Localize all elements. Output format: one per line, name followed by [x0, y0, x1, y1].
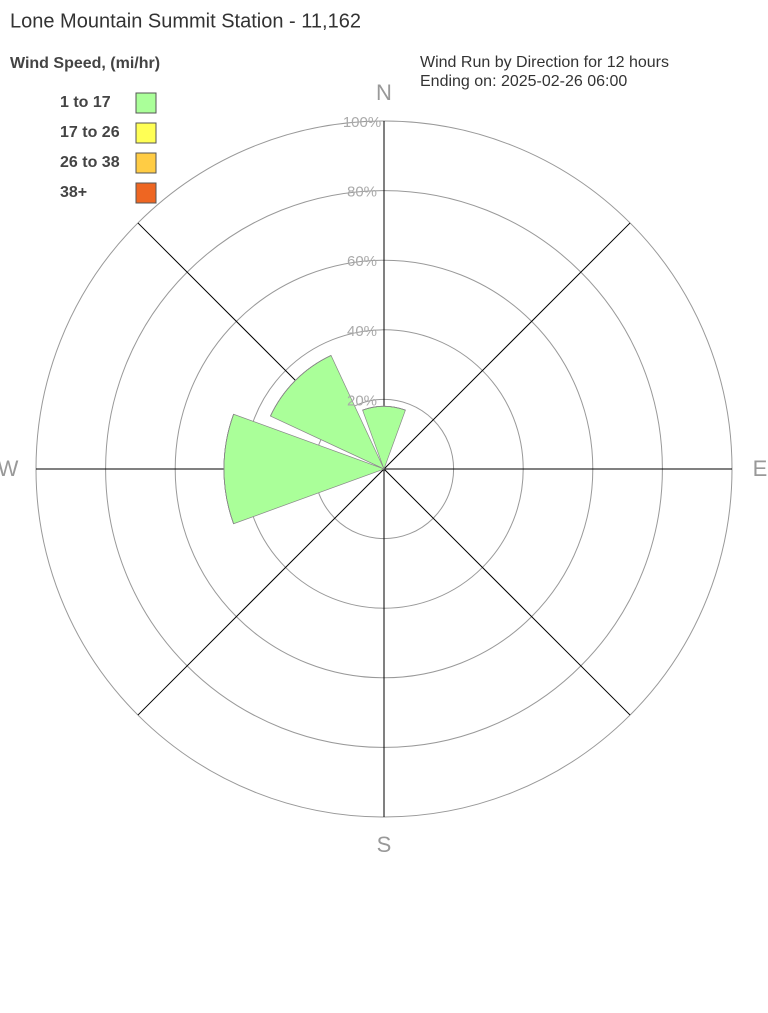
- compass-label: W: [0, 456, 19, 481]
- spoke: [383, 468, 631, 716]
- subtitle: Wind Run by Direction for 12 hours: [420, 54, 669, 71]
- wedge: [270, 355, 332, 417]
- spoke: [137, 468, 385, 716]
- ring-label: 100%: [343, 114, 381, 131]
- legend-swatch: [135, 152, 157, 174]
- legend-swatch: [135, 122, 157, 144]
- ring-label: 80%: [347, 184, 377, 201]
- legend-label: 38+: [60, 184, 87, 201]
- spoke: [383, 222, 631, 470]
- legend-label: 1 to 17: [60, 94, 111, 111]
- legend-label: 26 to 38: [60, 154, 120, 171]
- legend-swatch: [135, 92, 157, 114]
- ring-label: 40%: [347, 323, 377, 340]
- subtitle: Ending on: 2025-02-26 06:00: [420, 73, 627, 90]
- ring-label: 60%: [347, 253, 377, 270]
- compass-label: E: [753, 456, 768, 481]
- compass-label: N: [376, 80, 392, 105]
- compass-label: S: [377, 832, 392, 857]
- legend-swatch: [135, 182, 157, 204]
- chart-title: Lone Mountain Summit Station - 11,162: [10, 10, 361, 32]
- legend-title: Wind Speed, (mi/hr): [10, 55, 160, 72]
- legend-label: 17 to 26: [60, 124, 120, 141]
- ring-label: 20%: [347, 392, 377, 409]
